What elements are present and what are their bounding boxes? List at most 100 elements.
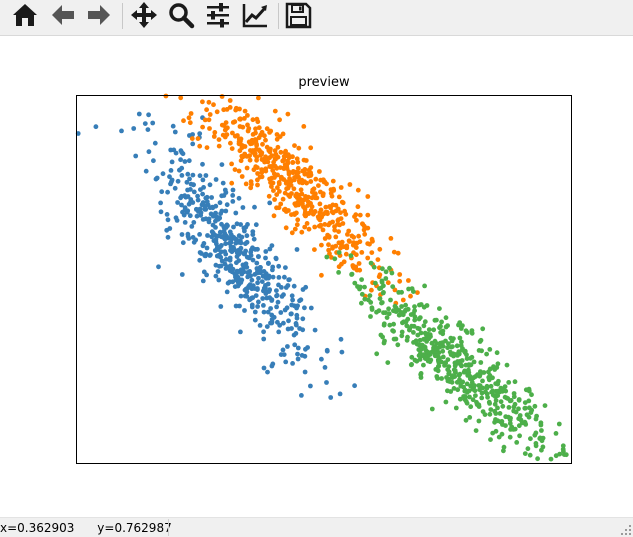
- scatter-point-series-2-423: [470, 375, 476, 381]
- scatter-point-series-1-393: [257, 148, 263, 154]
- scatter-point-series-0-62: [267, 200, 273, 206]
- configure-subplots-button[interactable]: [201, 0, 235, 30]
- scatter-point-series-1-320: [247, 157, 253, 163]
- scatter-point-series-2-200: [469, 330, 475, 336]
- scatter-point-series-0-467: [242, 287, 248, 293]
- scatter-point-series-0-439: [198, 210, 204, 216]
- scatter-point-series-0-337: [208, 252, 213, 258]
- scatter-point-series-1-416: [312, 195, 318, 201]
- scatter-point-series-1-500: [269, 153, 275, 159]
- scatter-point-series-0-348: [289, 326, 294, 331]
- scatter-point-series-0-154: [186, 201, 192, 207]
- scatter-point-series-2-239: [522, 451, 528, 456]
- scatter-point-series-2-468: [445, 367, 451, 372]
- scatter-point-series-2-228: [380, 290, 386, 296]
- scatter-point-series-2-434: [537, 435, 543, 441]
- scatter-point-series-1-362: [365, 212, 371, 218]
- scatter-point-series-1-440: [277, 189, 282, 194]
- scatter-plot[interactable]: preview: [0, 37, 633, 517]
- scatter-point-series-0-389: [245, 222, 250, 227]
- scatter-point-series-2-247: [381, 283, 386, 289]
- scatter-point-series-2-233: [431, 345, 436, 351]
- scatter-point-series-1-343: [229, 146, 235, 151]
- scatter-point-series-1-409: [293, 203, 299, 208]
- scatter-point-series-1-508: [292, 212, 297, 218]
- scatter-point-series-1-360: [313, 191, 318, 197]
- scatter-point-series-2-488: [523, 422, 529, 427]
- scatter-point-series-0-201: [295, 351, 300, 357]
- scatter-point-series-1-295: [310, 187, 316, 193]
- scatter-point-series-0-451: [188, 181, 194, 187]
- scatter-point-series-0-126: [276, 275, 282, 280]
- scatter-point-series-1-349: [365, 194, 371, 199]
- scatter-point-series-0-191: [146, 149, 152, 155]
- scatter-point-series-0-162: [182, 159, 188, 164]
- scatter-point-series-2-409: [455, 387, 461, 393]
- scatter-point-series-1-403: [276, 180, 282, 185]
- magnifier-icon: [169, 3, 195, 29]
- scatter-point-series-0-458: [248, 284, 253, 290]
- back-button[interactable]: [46, 0, 80, 30]
- scatter-point-series-0-181: [256, 299, 261, 305]
- scatter-point-series-2-111: [377, 286, 382, 291]
- scatter-point-series-1-487: [232, 119, 238, 125]
- scatter-point-series-2-160: [390, 284, 396, 289]
- scatter-point-series-0-295: [275, 299, 281, 305]
- scatter-point-series-0-190: [227, 257, 233, 263]
- scatter-point-series-2-161: [431, 327, 437, 333]
- scatter-point-series-2-519: [485, 394, 490, 400]
- scatter-point-series-0-291: [257, 323, 263, 328]
- scatter-point-series-1-333: [308, 179, 314, 184]
- scatter-point-series-1-447: [239, 154, 245, 160]
- save-button[interactable]: [281, 0, 315, 30]
- scatter-point-series-2-503: [406, 286, 411, 292]
- scatter-point-series-2-115: [526, 414, 532, 420]
- scatter-point-series-0-391: [261, 285, 267, 291]
- scatter-point-series-0-431: [213, 262, 219, 268]
- forward-button[interactable]: [82, 0, 116, 30]
- scatter-point-series-2-375: [506, 405, 512, 410]
- scatter-point-series-1-499: [316, 216, 322, 222]
- scatter-point-series-0-403: [217, 215, 223, 221]
- scatter-point-series-2-405: [506, 380, 512, 385]
- scatter-point-series-2-448: [391, 328, 396, 334]
- scatter-point-series-1-282: [306, 226, 312, 232]
- scatter-point-series-2-374: [443, 324, 449, 330]
- scatter-point-series-0-452: [280, 347, 286, 353]
- scatter-point-series-0-517: [249, 304, 255, 310]
- scatter-point-series-0-354: [240, 205, 246, 210]
- scatter-point-series-1-511: [280, 158, 286, 164]
- home-button[interactable]: [8, 0, 42, 30]
- scatter-point-series-0-217: [223, 251, 229, 257]
- scatter-point-series-2-226: [528, 436, 533, 442]
- scatter-point-series-1-501: [359, 250, 365, 255]
- scatter-point-series-1-330: [286, 155, 292, 161]
- scatter-point-series-0-299: [182, 220, 188, 225]
- scatter-point-series-1-275: [188, 111, 194, 116]
- scatter-point-series-0-306: [185, 231, 191, 237]
- scatter-point-series-1-509: [397, 272, 403, 277]
- scatter-point-series-0-482: [292, 342, 298, 348]
- scatter-point-series-1-490: [253, 164, 259, 170]
- zoom-button[interactable]: [164, 0, 198, 30]
- scatter-point-series-0-210: [179, 232, 185, 237]
- scatter-point-series-0-283: [179, 193, 185, 199]
- scatter-point-series-0-453: [179, 173, 185, 178]
- scatter-point-series-0-220: [294, 247, 300, 252]
- scatter-point-series-2-433: [471, 383, 477, 388]
- scatter-point-series-0-292: [229, 236, 235, 242]
- scatter-point-series-1-335: [326, 247, 331, 253]
- scatter-point-series-1-304: [333, 234, 339, 240]
- scatter-point-series-2-167: [495, 405, 500, 411]
- scatter-point-series-2-306: [462, 368, 468, 374]
- scatter-point-series-0-127: [188, 197, 194, 202]
- scatter-point-series-0-53: [338, 336, 344, 342]
- scatter-point-series-0-499: [136, 111, 142, 117]
- edit-axes-button[interactable]: [238, 0, 272, 30]
- scatter-point-series-2-340: [464, 381, 470, 387]
- resize-grip-icon[interactable]: [621, 525, 631, 535]
- pan-button[interactable]: [127, 0, 161, 30]
- arrow-right-icon: [88, 5, 110, 25]
- figure-canvas[interactable]: preview: [0, 37, 633, 517]
- scatter-point-series-0-331: [227, 229, 233, 235]
